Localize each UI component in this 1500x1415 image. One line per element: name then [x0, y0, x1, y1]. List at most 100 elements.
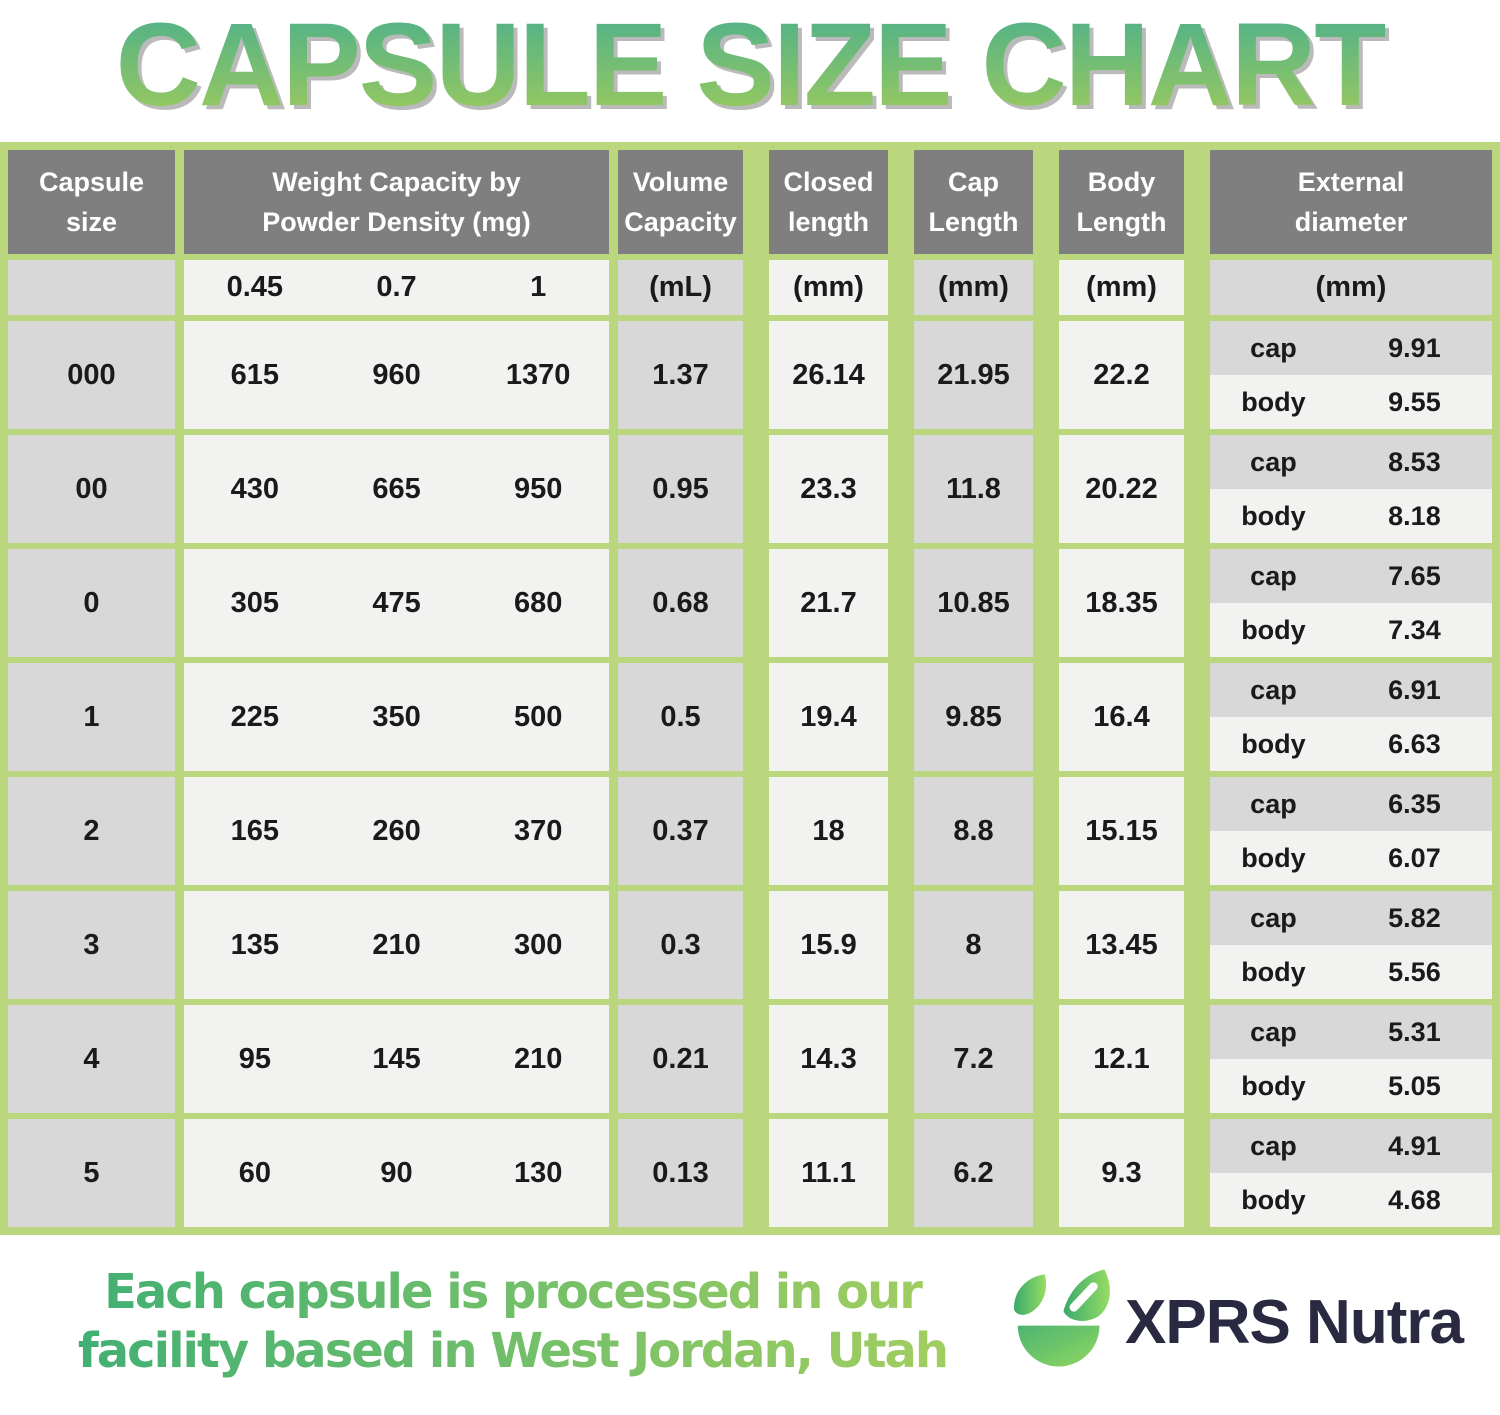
external-diameter-cell: cap 7.65 body 7.34 [1210, 549, 1492, 657]
footer-tagline-line2: facility based in West Jordan, Utah [77, 1323, 948, 1379]
external-diameter-cell: cap 5.31 body 5.05 [1210, 1005, 1492, 1113]
body-length-cell: 18.35 [1059, 549, 1184, 657]
external-diameter-body-row: body 9.55 [1210, 375, 1492, 429]
units-capsule-size-cell [8, 260, 175, 315]
ext-cap-value: 6.35 [1388, 788, 1441, 819]
weight-value-045: 430 [230, 472, 280, 505]
body-length-cell: 15.15 [1059, 777, 1184, 885]
weight-value-1: 370 [513, 814, 563, 847]
units-volume-cell: (mL) [618, 260, 743, 315]
external-diameter-body-row: body 5.56 [1210, 945, 1492, 999]
ext-body-value: 6.07 [1388, 842, 1441, 873]
weight-value-045: 165 [230, 814, 280, 847]
weight-capacity-cell: 60 90 130 [184, 1119, 609, 1227]
weight-value-045: 95 [238, 1042, 271, 1075]
external-diameter-cell: cap 9.91 body 9.55 [1210, 321, 1492, 429]
col-header-closed-length: Closed length [769, 150, 888, 254]
ext-cap-value: 5.31 [1388, 1016, 1441, 1047]
weight-capacity-cell: 615 960 1370 [184, 321, 609, 429]
cap-length-cell: 6.2 [914, 1119, 1033, 1227]
external-diameter-body-row: body 8.18 [1210, 489, 1492, 543]
weight-value-07: 960 [372, 358, 421, 391]
units-closed-length-cell: (mm) [769, 260, 888, 315]
external-diameter-cell: cap 4.91 body 4.68 [1210, 1119, 1492, 1227]
units-body-length-cell: (mm) [1059, 260, 1184, 315]
weight-value-07: 665 [372, 472, 421, 505]
ext-cap-value: 7.65 [1388, 560, 1441, 591]
ext-cap-value: 4.91 [1388, 1130, 1441, 1161]
ext-body-label: body [1241, 500, 1306, 531]
ext-cap-value: 9.91 [1388, 332, 1441, 363]
external-diameter-body-row: body 6.07 [1210, 831, 1492, 885]
density-1: 1 [530, 271, 547, 303]
volume-capacity-cell: 0.3 [618, 891, 743, 999]
volume-capacity-cell: 0.37 [618, 777, 743, 885]
capsule-size-table: Capsule size Weight Capacity by Powder D… [0, 142, 1500, 1235]
footer-tagline-line1: Each capsule is processed in our [104, 1264, 921, 1321]
capsule-size-cell: 5 [8, 1119, 175, 1227]
ext-cap-value: 5.82 [1388, 902, 1441, 933]
capsule-size-cell: 00 [8, 435, 175, 543]
cap-length-cell: 8 [914, 891, 1033, 999]
ext-cap-label: cap [1250, 446, 1297, 477]
col-header-volume-capacity: Volume Capacity [618, 150, 743, 254]
ext-body-label: body [1241, 1070, 1306, 1101]
weight-value-045: 615 [230, 358, 280, 391]
table-row: 4 95 145 210 0.21 14.3 7.2 12.1 cap 5.31… [8, 1005, 1492, 1113]
weight-capacity-cell: 225 350 500 [184, 663, 609, 771]
external-diameter-cap-row: cap 5.31 [1210, 1005, 1492, 1059]
col-header-weight-capacity: Weight Capacity by Powder Density (mg) [184, 150, 609, 254]
table-body: 000 615 960 1370 1.37 26.14 21.95 22.2 c… [8, 321, 1492, 1227]
volume-capacity-cell: 0.5 [618, 663, 743, 771]
footer-tagline: Each capsule is processed in our facilit… [40, 1263, 985, 1380]
volume-capacity-cell: 0.21 [618, 1005, 743, 1113]
ext-body-label: body [1241, 614, 1306, 645]
weight-value-1: 500 [513, 700, 563, 733]
external-diameter-cap-row: cap 4.91 [1210, 1119, 1492, 1173]
table-row: 2 165 260 370 0.37 18 8.8 15.15 cap 6.35… [8, 777, 1492, 885]
page-title: CAPSULE SIZE CHART [0, 0, 1500, 142]
weight-value-07: 350 [372, 700, 421, 733]
weight-value-045: 60 [238, 1156, 271, 1189]
brand-logo: XPRS Nutra [997, 1261, 1464, 1383]
ext-cap-label: cap [1250, 332, 1297, 363]
ext-body-value: 6.63 [1388, 728, 1441, 759]
external-diameter-cap-row: cap 9.91 [1210, 321, 1492, 375]
ext-body-value: 7.34 [1388, 614, 1441, 645]
volume-capacity-cell: 0.95 [618, 435, 743, 543]
ext-cap-label: cap [1250, 560, 1297, 591]
footer: Each capsule is processed in our facilit… [0, 1261, 1500, 1383]
capsule-size-cell: 3 [8, 891, 175, 999]
volume-capacity-cell: 0.13 [618, 1119, 743, 1227]
capsule-size-cell: 1 [8, 663, 175, 771]
units-cap-length-cell: (mm) [914, 260, 1033, 315]
weight-value-07: 210 [372, 928, 421, 961]
closed-length-cell: 14.3 [769, 1005, 888, 1113]
closed-length-cell: 18 [769, 777, 888, 885]
closed-length-cell: 23.3 [769, 435, 888, 543]
units-weight-densities-cell: 0.45 0.7 1 [184, 260, 609, 315]
weight-value-1: 210 [513, 1042, 563, 1075]
brand-name: XPRS Nutra [1125, 1287, 1464, 1357]
table-row: 5 60 90 130 0.13 11.1 6.2 9.3 cap 4.91 b… [8, 1119, 1492, 1227]
external-diameter-cap-row: cap 6.35 [1210, 777, 1492, 831]
external-diameter-body-row: body 5.05 [1210, 1059, 1492, 1113]
cap-length-cell: 8.8 [914, 777, 1033, 885]
table-row: 0 305 475 680 0.68 21.7 10.85 18.35 cap … [8, 549, 1492, 657]
ext-cap-label: cap [1250, 1016, 1297, 1047]
weight-value-1: 680 [513, 586, 563, 619]
external-diameter-cap-row: cap 8.53 [1210, 435, 1492, 489]
cap-length-cell: 10.85 [914, 549, 1033, 657]
ext-body-value: 4.68 [1388, 1184, 1441, 1215]
ext-cap-label: cap [1250, 788, 1297, 819]
col-header-body-length: Body Length [1059, 150, 1184, 254]
capsule-size-cell: 0 [8, 549, 175, 657]
weight-capacity-cell: 95 145 210 [184, 1005, 609, 1113]
density-045: 0.45 [226, 271, 284, 303]
weight-capacity-cell: 305 475 680 [184, 549, 609, 657]
weight-value-1: 300 [513, 928, 563, 961]
weight-value-07: 260 [372, 814, 421, 847]
density-07: 0.7 [376, 271, 417, 303]
cap-length-cell: 7.2 [914, 1005, 1033, 1113]
